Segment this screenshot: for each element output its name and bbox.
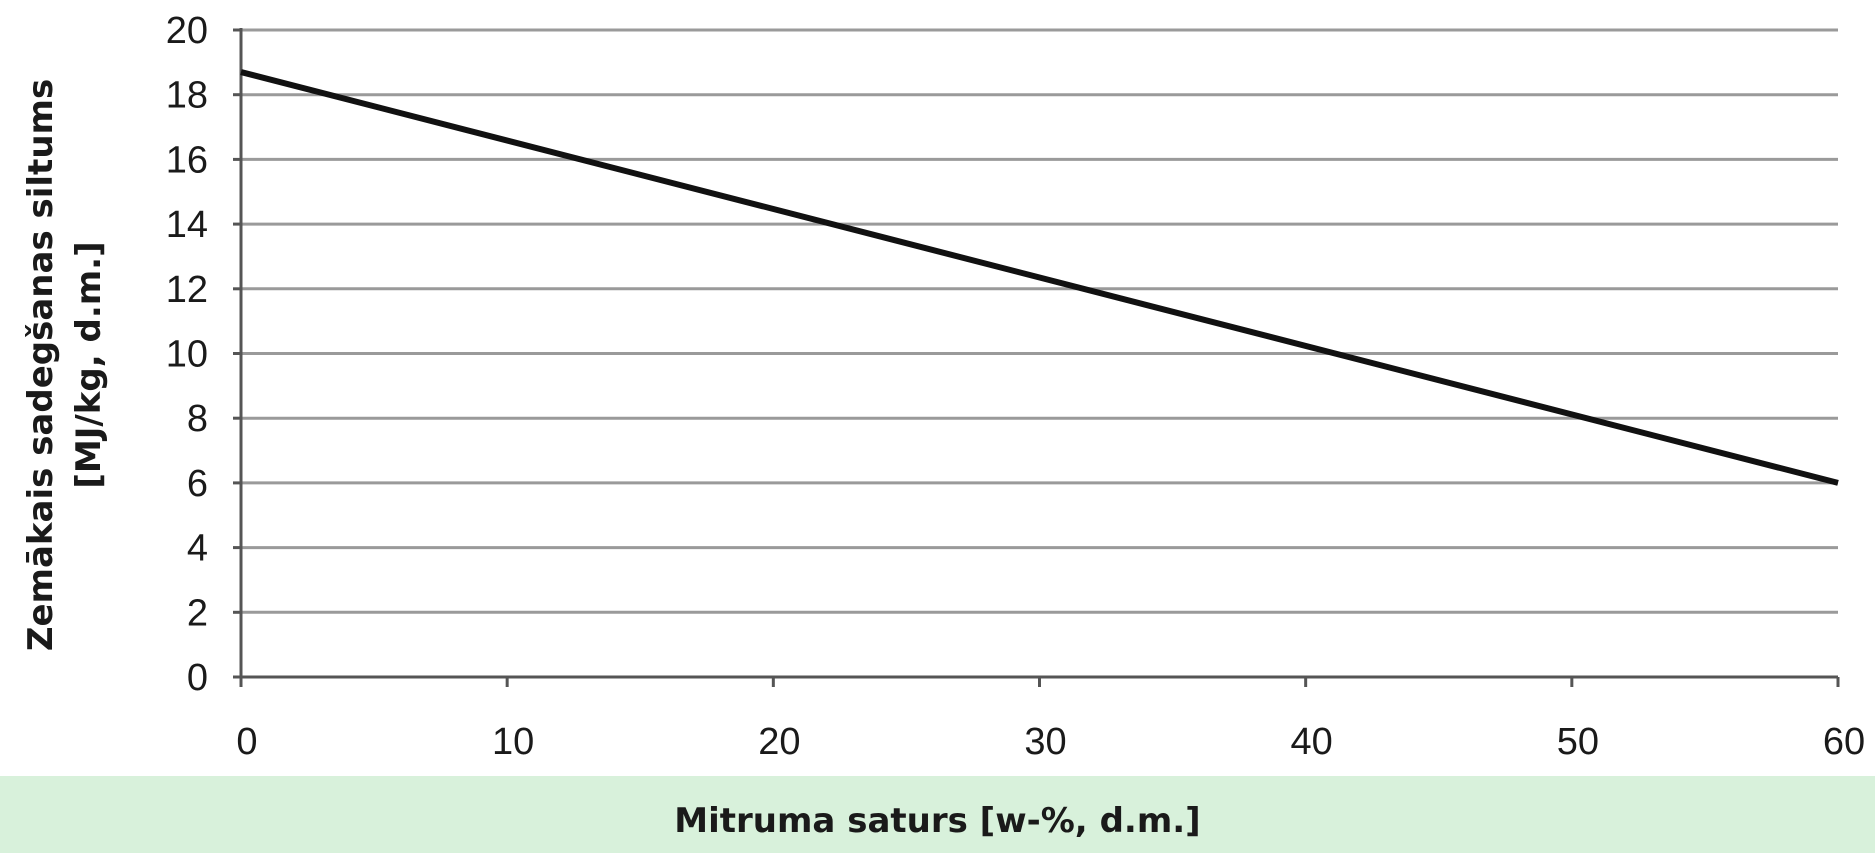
y-tick-label: 4 [187, 528, 208, 570]
x-tick-label: 20 [758, 721, 800, 763]
y-tick-label: 0 [187, 657, 208, 699]
y-tick-label: 20 [166, 10, 208, 52]
axes [233, 28, 1840, 687]
y-tick-label: 10 [166, 334, 208, 376]
x-tick-label: 0 [236, 721, 257, 763]
y-axis-title-line: [MJ/kg, d.m.] [69, 241, 109, 488]
gridlines [241, 28, 1838, 614]
y-tick-label: 14 [166, 204, 208, 246]
y-tick-label: 2 [187, 592, 208, 634]
y-tick-label: 12 [166, 269, 208, 311]
y-axis-title: Zemākais sadegšanas siltums [MJ/kg, d.m.] [21, 79, 109, 651]
series-line [240, 69, 1839, 486]
x-tick-labels: 0 10 20 30 40 50 60 [236, 721, 1865, 763]
x-tick-label: 10 [492, 721, 534, 763]
x-tick-label: 60 [1823, 721, 1865, 763]
x-tick-label: 40 [1291, 721, 1333, 763]
chart: 0 2 4 6 8 10 12 14 16 18 20 0 10 20 30 40 50 60 Zemākais… [21, 10, 1865, 763]
y-tick-label: 16 [166, 139, 208, 181]
x-tick-label: 50 [1557, 721, 1599, 763]
x-axis-title-band: Mitruma saturs [w-%, d.m.] [0, 776, 1875, 853]
y-axis-title-line: Zemākais sadegšanas siltums [21, 79, 61, 651]
x-tick-label: 30 [1024, 721, 1066, 763]
y-tick-label: 8 [187, 398, 208, 440]
y-tick-labels: 0 2 4 6 8 10 12 14 16 18 20 [166, 10, 208, 699]
x-axis-title: Mitruma saturs [w-%, d.m.] [674, 800, 1201, 841]
y-tick-label: 6 [187, 463, 208, 505]
y-tick-label: 18 [166, 75, 208, 117]
series [240, 69, 1839, 486]
